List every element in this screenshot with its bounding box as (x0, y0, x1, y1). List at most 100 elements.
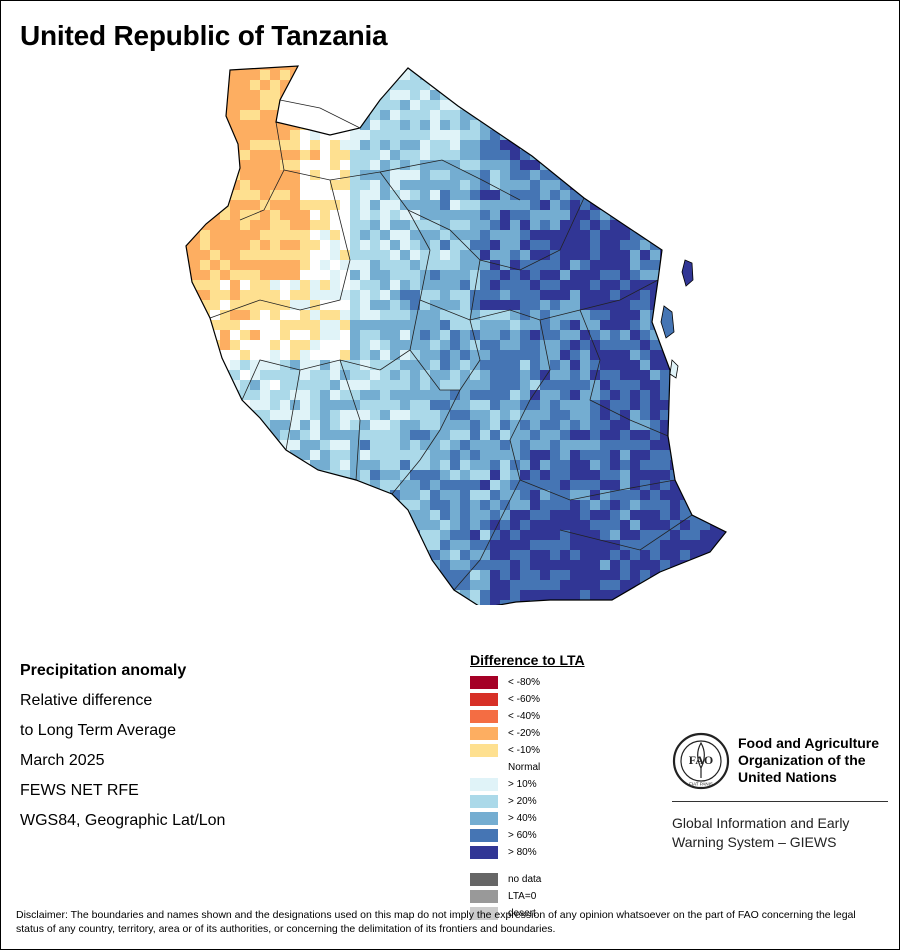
raster-cell (186, 600, 190, 605)
raster-cell (690, 66, 700, 70)
raster-cell (186, 66, 190, 70)
raster-cell (250, 120, 260, 130)
raster-cell (270, 460, 280, 470)
raster-cell (580, 200, 590, 210)
raster-cell (450, 90, 460, 100)
legend-swatch (470, 710, 498, 723)
raster-cell (470, 450, 480, 460)
raster-cell (240, 390, 250, 400)
raster-cell (560, 290, 570, 300)
raster-cell (430, 350, 440, 360)
anomaly-map (185, 65, 740, 605)
raster-cell (620, 370, 630, 380)
raster-cell (700, 220, 710, 230)
raster-cell (400, 420, 410, 430)
raster-cell (186, 170, 190, 180)
raster-cell (400, 250, 410, 260)
raster-cell (190, 400, 200, 410)
raster-cell (650, 550, 660, 560)
raster-cell (380, 360, 390, 370)
raster-cell (730, 530, 740, 540)
raster-cell (210, 260, 220, 270)
raster-cell (350, 80, 360, 90)
raster-cell (240, 160, 250, 170)
raster-cell (360, 80, 370, 90)
raster-cell (630, 110, 640, 120)
raster-cell (210, 490, 220, 500)
raster-cell (640, 80, 650, 90)
raster-cell (340, 360, 350, 370)
raster-cell (330, 230, 340, 240)
raster-cell (590, 390, 600, 400)
raster-cell (330, 280, 340, 290)
raster-cell (450, 530, 460, 540)
raster-cell (520, 530, 530, 540)
raster-cell (580, 520, 590, 530)
raster-cell (410, 460, 420, 470)
legend-class-item: < -10% (470, 742, 585, 759)
raster-cell (470, 170, 480, 180)
raster-cell (330, 430, 340, 440)
raster-cell (220, 570, 230, 580)
raster-cell (690, 290, 700, 300)
raster-cell (440, 340, 450, 350)
raster-cell (300, 260, 310, 270)
raster-cell (610, 400, 620, 410)
raster-cell (600, 490, 610, 500)
raster-cell (540, 570, 550, 580)
legend-swatch (470, 795, 498, 808)
raster-cell (600, 90, 610, 100)
raster-cell (660, 180, 670, 190)
raster-cell (540, 350, 550, 360)
raster-cell (580, 240, 590, 250)
raster-cell (390, 600, 400, 605)
raster-cell (186, 420, 190, 430)
raster-cell (260, 510, 270, 520)
raster-cell (490, 480, 500, 490)
raster-cell (600, 100, 610, 110)
raster-cell (680, 120, 690, 130)
raster-cell (370, 110, 380, 120)
raster-cell (680, 80, 690, 90)
raster-cell (490, 340, 500, 350)
raster-cell (450, 380, 460, 390)
raster-cell (210, 80, 220, 90)
raster-cell (360, 220, 370, 230)
raster-cell (690, 100, 700, 110)
raster-cell (670, 490, 680, 500)
raster-cell (730, 120, 740, 130)
raster-cell (530, 310, 540, 320)
raster-cell (230, 440, 240, 450)
raster-cell (500, 440, 510, 450)
raster-cell (340, 580, 350, 590)
raster-cell (320, 450, 330, 460)
raster-cell (220, 280, 230, 290)
raster-cell (440, 360, 450, 370)
raster-cell (270, 130, 280, 140)
raster-cell (400, 400, 410, 410)
raster-cell (210, 210, 220, 220)
raster-cell (310, 110, 320, 120)
raster-cell (510, 560, 520, 570)
raster-cell (320, 220, 330, 230)
raster-cell (370, 380, 380, 390)
raster-cell (570, 270, 580, 280)
raster-cell (500, 260, 510, 270)
raster-cell (710, 560, 720, 570)
raster-cell (590, 130, 600, 140)
raster-cell (380, 400, 390, 410)
raster-cell (700, 110, 710, 120)
raster-cell (300, 66, 310, 70)
raster-cell (570, 600, 580, 605)
raster-cell (440, 80, 450, 90)
raster-cell (460, 120, 470, 130)
raster-cell (410, 290, 420, 300)
raster-cell (250, 240, 260, 250)
raster-cell (340, 240, 350, 250)
raster-cell (340, 560, 350, 570)
raster-cell (540, 590, 550, 600)
raster-cell (360, 490, 370, 500)
raster-cell (500, 390, 510, 400)
raster-cell (390, 180, 400, 190)
raster-cell (186, 290, 190, 300)
